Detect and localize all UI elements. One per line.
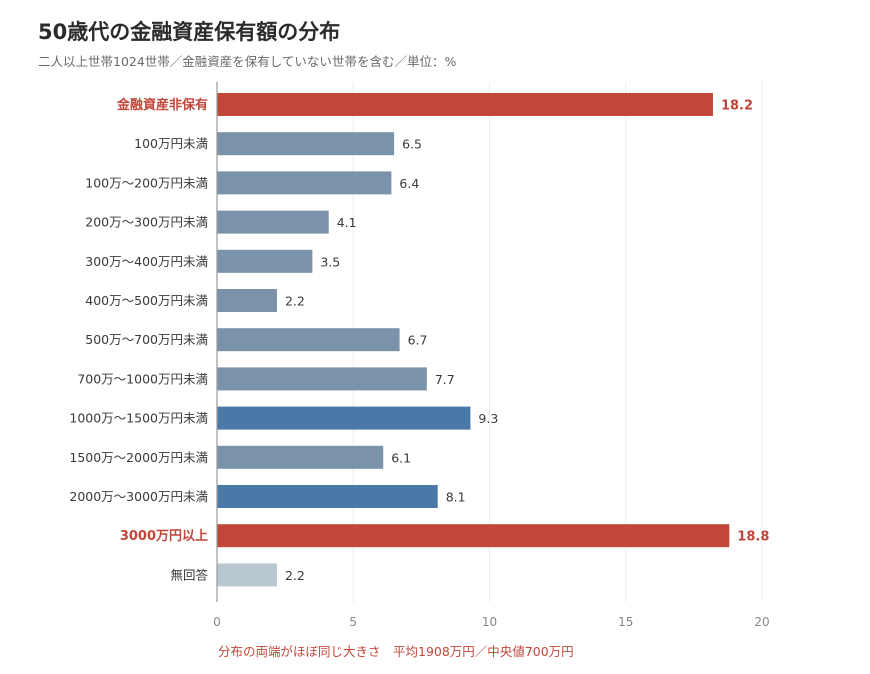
chart-subtitle: 二人以上世帯1024世帯／金融資産を保有していない世帯を含む／単位：% (38, 54, 457, 69)
value-label-8: 9.3 (478, 411, 498, 426)
bar-9 (217, 445, 384, 469)
category-label-5: 400万～500万円未満 (85, 293, 208, 308)
x-tick-label-20: 20 (754, 615, 769, 629)
axes: 0 5 10 15 20 (213, 82, 770, 629)
value-label-4: 3.5 (320, 254, 340, 269)
bar-4 (217, 249, 313, 273)
bar-2 (217, 171, 392, 195)
bar-12 (217, 563, 277, 587)
value-label-10: 8.1 (446, 490, 466, 505)
category-label-1: 100万円未満 (134, 136, 208, 151)
bar-6 (217, 328, 400, 352)
category-label-3: 200万～300万円未満 (85, 215, 208, 230)
value-label-11: 18.8 (737, 530, 769, 545)
value-label-9: 6.1 (391, 450, 411, 465)
x-tick-label-0: 0 (213, 615, 221, 629)
x-tick-label-15: 15 (618, 615, 633, 629)
category-label-6: 500万～700万円未満 (85, 332, 208, 347)
category-label-9: 1500万～2000万円未満 (69, 450, 208, 465)
value-label-0: 18.2 (721, 99, 753, 114)
category-label-11: 3000万円以上 (120, 529, 208, 544)
value-label-6: 6.7 (408, 333, 428, 348)
value-label-2: 6.4 (399, 176, 419, 191)
bar-0 (217, 93, 713, 116)
bar-8 (217, 406, 471, 430)
x-tick-label-10: 10 (482, 615, 497, 629)
labels: 金融資産非保有 18.2 100万円未満 6.5 100万～200万円未満 6.4 200万… (69, 97, 769, 583)
bar-1 (217, 132, 395, 156)
category-label-0: 金融資産非保有 (116, 97, 208, 113)
value-label-1: 6.5 (402, 137, 422, 152)
value-label-5: 2.2 (285, 294, 305, 309)
x-tick-label-5: 5 (349, 615, 357, 629)
category-label-8: 1000万～1500万円未満 (69, 411, 208, 426)
category-label-2: 100万～200万円未満 (85, 175, 208, 190)
category-label-10: 2000万～3000万円未満 (69, 489, 208, 504)
value-label-7: 7.7 (435, 372, 455, 387)
category-label-7: 700万～1000万円未満 (77, 371, 208, 386)
category-label-12: 無回答 (170, 567, 208, 582)
bar-10 (217, 485, 438, 508)
chart-footnote: 分布の両端がほぼ同じ大きさ 平均1908万円／中央値700万円 (218, 644, 574, 659)
value-label-3: 4.1 (337, 215, 357, 230)
chart-title: 50歳代の金融資産保有額の分布 (38, 20, 341, 44)
bars (217, 93, 730, 587)
category-label-4: 300万～400万円未満 (85, 254, 208, 269)
bar-7 (217, 367, 427, 391)
bar-11 (217, 524, 730, 548)
value-label-12: 2.2 (285, 568, 305, 583)
bar-3 (217, 210, 329, 234)
bar-5 (217, 289, 277, 312)
